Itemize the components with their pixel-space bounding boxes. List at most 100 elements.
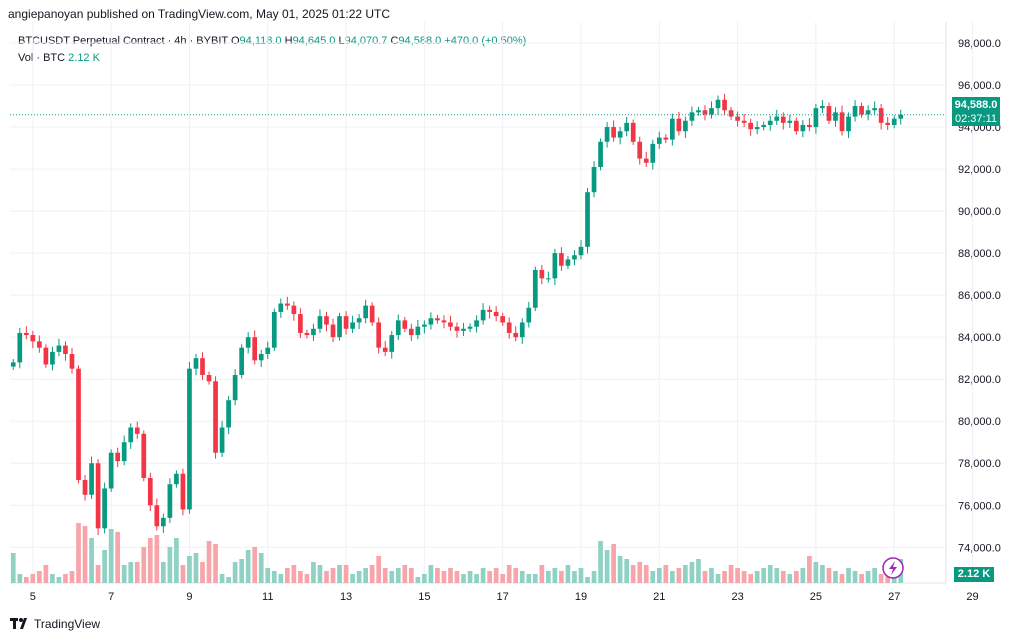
candle-body (754, 127, 760, 130)
volume-bar (174, 538, 179, 583)
volume-bar (833, 571, 838, 583)
candle-body (30, 335, 36, 342)
change-value: +470.0 (+0.50%) (444, 35, 527, 47)
volume-bar (630, 565, 636, 583)
candle-body (467, 326, 473, 329)
volume-bar (363, 568, 368, 583)
candle-body (141, 433, 147, 478)
volume-bar (669, 571, 675, 583)
volume-bar (754, 571, 760, 583)
volume-bar (200, 562, 205, 583)
candle-body (174, 473, 179, 485)
volume-bar (167, 547, 173, 583)
volume-bar (23, 577, 29, 583)
volume-bar (872, 568, 877, 583)
candle-body (167, 484, 173, 518)
candle-body (800, 124, 806, 132)
candle-body (630, 122, 636, 142)
candle-body (311, 328, 316, 336)
y-tick-label: 74,000.0 (958, 542, 1001, 554)
volume-bar (598, 541, 603, 583)
candle-body (17, 332, 23, 363)
candle-body (526, 307, 532, 323)
volume-bar (128, 562, 134, 583)
volume-bar (102, 550, 107, 583)
volume-bar (767, 565, 773, 583)
candle-body (676, 118, 682, 132)
volume-bar (50, 574, 55, 583)
candle-body (435, 318, 440, 321)
volume-bar (715, 574, 721, 583)
x-tick-label: 17 (497, 591, 509, 603)
candle-body (337, 316, 342, 338)
y-tick-label: 84,000.0 (958, 332, 1001, 344)
volume-bar (572, 571, 577, 583)
candle-body (108, 452, 114, 489)
volume-bar (408, 568, 414, 583)
candle-body (715, 99, 721, 109)
candle-body (643, 158, 649, 163)
volume-bar (311, 562, 316, 583)
candle-body (611, 127, 616, 138)
candle-body (722, 99, 727, 111)
candle-body (878, 108, 884, 123)
high-label: H (284, 35, 293, 47)
candle-body (572, 255, 577, 260)
candle-body (350, 322, 355, 329)
candle-body (852, 106, 858, 117)
candle-body (317, 316, 323, 329)
volume-bar (611, 544, 616, 583)
symbol-title[interactable]: BTCUSDT Perpetual Contract · 4h · BYBIT (18, 35, 228, 47)
candle-body (226, 400, 231, 428)
volume-bar (487, 571, 492, 583)
y-tick-label: 82,000.0 (958, 374, 1001, 386)
candle-body (820, 106, 825, 109)
candle-body (604, 127, 610, 142)
tradingview-logo[interactable]: TradingView (10, 617, 100, 631)
volume-bar (461, 574, 466, 583)
volume-bar (604, 550, 610, 583)
volume-bar (43, 565, 49, 583)
candle-body (258, 353, 264, 361)
volume-bar (650, 571, 656, 583)
volume-bar (624, 559, 630, 583)
volume-bar (415, 577, 421, 583)
volume-bar (317, 565, 323, 583)
volume-bar (826, 568, 832, 583)
volume-bar (82, 526, 88, 583)
x-tick-label: 19 (575, 591, 587, 603)
candle-body (408, 328, 414, 336)
volume-bar (813, 562, 819, 583)
candle-body (585, 192, 590, 247)
volume-bar (800, 568, 806, 583)
volume-bar (454, 571, 460, 583)
volume-bar (722, 571, 727, 583)
candle-body (115, 452, 121, 462)
volume-bar (761, 568, 767, 583)
candle-body (10, 362, 16, 367)
open-value: 94,118.0 (239, 35, 282, 47)
candle-body (689, 112, 695, 121)
candle-body (376, 322, 382, 348)
volume-bar (95, 565, 101, 583)
candle-body (702, 110, 708, 115)
last-price-tag: 94,588.0 02:37:11 (952, 97, 1000, 126)
candle-body (63, 345, 68, 354)
volume-bar (376, 556, 382, 583)
candle-body (546, 278, 551, 280)
volume-bar (239, 559, 245, 583)
volume-bar (578, 568, 584, 583)
volume-bar (506, 565, 512, 583)
x-tick-label: 29 (966, 591, 978, 603)
candle-body (441, 320, 447, 323)
close-value: 94,588.0 (398, 35, 442, 47)
volume-bar (696, 559, 701, 583)
candle-body (474, 320, 479, 327)
volume-label[interactable]: Vol · BTC (18, 52, 66, 64)
candle-body (76, 368, 81, 481)
candle-body (865, 110, 871, 115)
candle-body (422, 324, 427, 327)
x-tick-label: 7 (108, 591, 114, 603)
volume-bar (324, 571, 329, 583)
